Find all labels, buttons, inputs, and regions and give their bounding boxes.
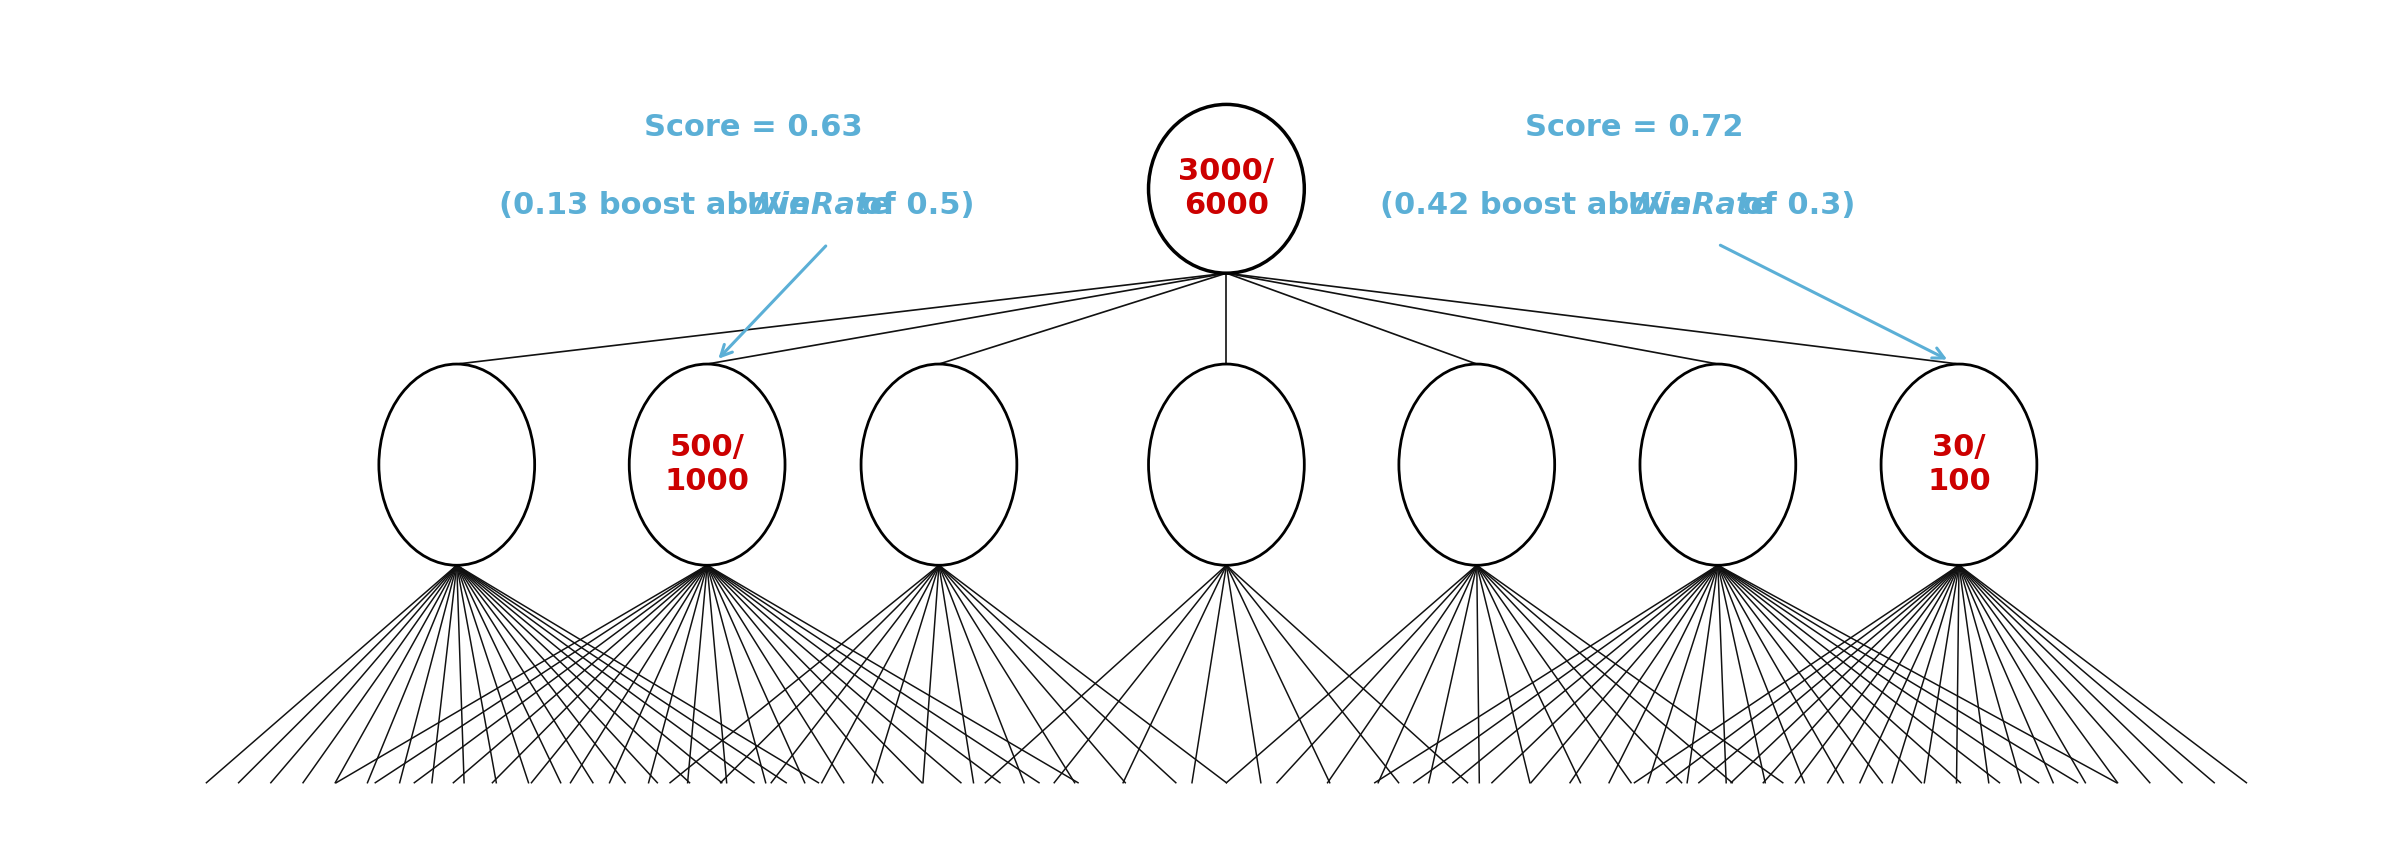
Text: Score = 0.72: Score = 0.72	[1524, 113, 1744, 142]
Text: (0.13 boost above: (0.13 boost above	[498, 191, 821, 219]
Text: 500/
1000: 500/ 1000	[665, 433, 749, 496]
Text: WinRate: WinRate	[747, 191, 890, 219]
Text: 30/
100: 30/ 100	[1926, 433, 1991, 496]
Text: of 0.5): of 0.5)	[852, 191, 974, 219]
Text: of 0.3): of 0.3)	[1733, 191, 1855, 219]
Text: (0.42 boost above: (0.42 boost above	[1381, 191, 1701, 219]
Text: WinRate: WinRate	[1627, 191, 1773, 219]
Text: 3000/
6000: 3000/ 6000	[1177, 158, 1275, 220]
Text: Score = 0.63: Score = 0.63	[644, 113, 864, 142]
